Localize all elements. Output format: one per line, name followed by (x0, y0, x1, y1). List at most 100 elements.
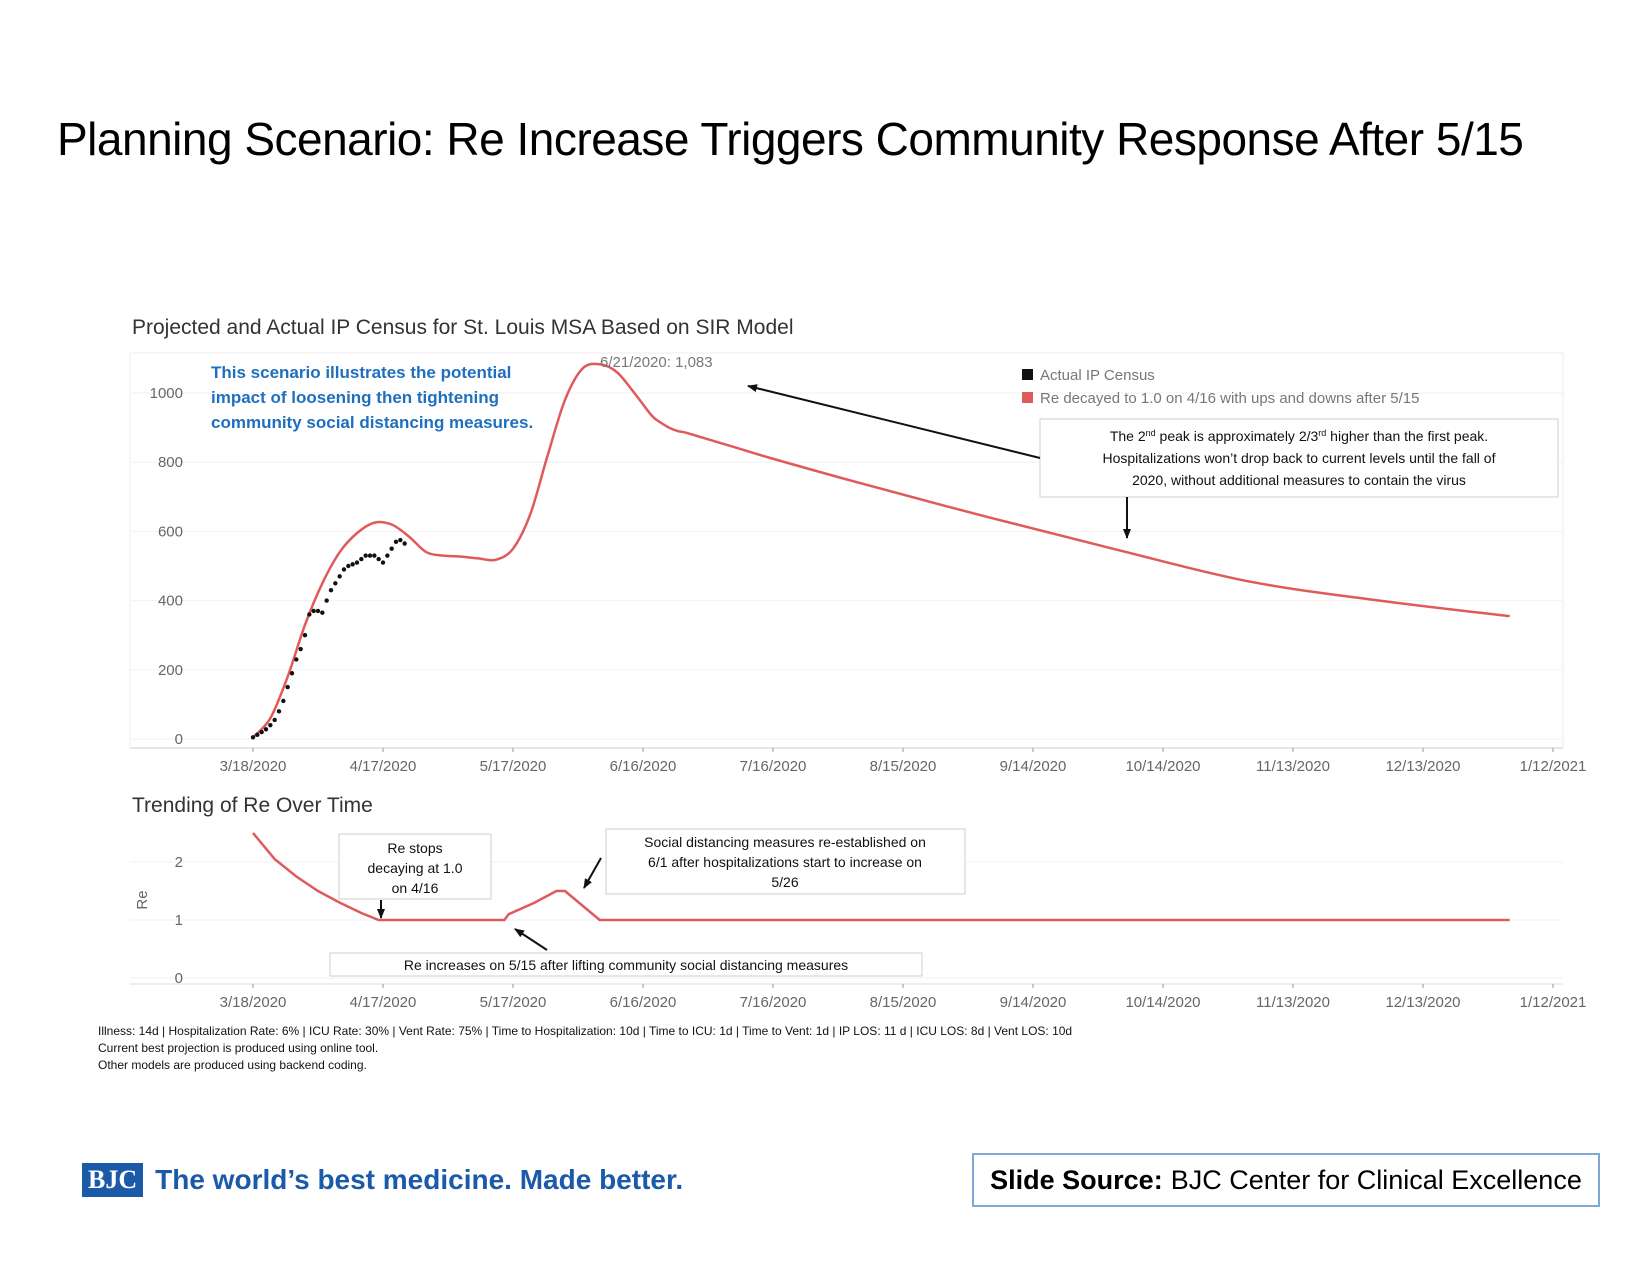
x-tick-label: 5/17/2020 (480, 758, 547, 775)
legend-swatch-actual (1022, 369, 1033, 380)
actual-census-point (307, 612, 312, 617)
actual-census-point (363, 553, 368, 558)
x-tick-label: 11/13/2020 (1256, 994, 1330, 1011)
peak-data-label: 6/21/2020: 1,083 (600, 354, 713, 371)
x-tick-label: 11/13/2020 (1256, 758, 1330, 775)
series-line-projected (252, 362, 1510, 739)
actual-census-point (389, 546, 394, 551)
x-tick-label: 9/14/2020 (1000, 994, 1067, 1011)
actual-census-point (350, 562, 355, 567)
x-tick-label: 12/13/2020 (1385, 758, 1460, 775)
re-stops-line: on 4/16 (392, 880, 439, 896)
x-tick-label: 4/17/2020 (350, 758, 417, 775)
actual-census-point (259, 729, 264, 735)
social-distancing-line: 5/26 (771, 874, 798, 890)
peak-note-fragment: rd (1318, 428, 1326, 438)
footnote-models: Other models are produced using backend … (98, 1058, 367, 1072)
x-tick-label: 7/16/2020 (740, 758, 807, 775)
series-line-re (252, 832, 1510, 922)
tagline: The world’s best medicine. Made better. (155, 1164, 684, 1195)
actual-census-point (341, 567, 347, 572)
y-tick-label: 1 (175, 912, 183, 929)
x-tick-label: 4/17/2020 (350, 994, 417, 1011)
actual-census-point (294, 657, 299, 662)
footnote-parameters: Illness: 14d | Hospitalization Rate: 6% … (98, 1024, 1073, 1038)
social-distancing-arrow (583, 857, 602, 889)
peak-note-fragment: peak is approximately 2/3 (1156, 428, 1319, 444)
x-tick-label: 12/13/2020 (1385, 994, 1460, 1011)
actual-census-point (281, 698, 286, 704)
actual-census-point (380, 560, 386, 565)
social-distancing-line: Social distancing measures re-establishe… (644, 834, 926, 850)
legend-label-projected: Re decayed to 1.0 on 4/16 with ups and d… (1040, 390, 1419, 407)
peak-note-line: 2020, without additional measures to con… (1132, 472, 1466, 488)
x-tick-label: 6/16/2020 (610, 758, 677, 775)
social-distancing-line: 6/1 after hospitalizations start to incr… (648, 854, 922, 870)
ip-census-chart: Projected and Actual IP Census for St. L… (129, 316, 1587, 775)
peak-note-fragment: nd (1146, 428, 1156, 438)
re-increases-box (329, 952, 923, 977)
y-tick-label: 0 (175, 731, 183, 748)
actual-census-point (337, 574, 342, 579)
actual-census-point (359, 556, 364, 562)
actual-census-point (346, 563, 351, 569)
bjc-logo: BJC (82, 1163, 144, 1197)
actual-census-point (376, 556, 381, 562)
bjc-brand: BJC The world’s best medicine. Made bett… (82, 1163, 683, 1197)
x-tick-label: 10/14/2020 (1125, 758, 1200, 775)
source-label: Slide Source: (990, 1164, 1163, 1195)
actual-census-point (289, 671, 295, 676)
re-stops-line: decaying at 1.0 (368, 860, 463, 876)
slide-title-lead: Planning Scenario: (57, 113, 435, 165)
slide-title-rest: Re Increase Triggers Community Response … (434, 113, 1524, 165)
x-tick-label: 1/12/2021 (1520, 758, 1587, 775)
footnote-projection: Current best projection is produced usin… (98, 1041, 379, 1055)
peak-arrow (747, 384, 1041, 459)
actual-census-point (393, 539, 399, 544)
scenario-note-line: This scenario illustrates the potential (211, 363, 511, 382)
y-tick-label: 0 (175, 970, 183, 987)
x-tick-label: 3/18/2020 (220, 994, 287, 1011)
peak-note-fragment: The 2 (1110, 428, 1146, 444)
actual-census-point (372, 553, 377, 558)
chart-title: Trending of Re Over Time (132, 794, 373, 817)
actual-census-point (385, 553, 390, 558)
x-tick-label: 10/14/2020 (1125, 994, 1200, 1011)
x-tick-label: 6/16/2020 (610, 994, 677, 1011)
source-value: BJC Center for Clinical Excellence (1170, 1164, 1582, 1195)
actual-census-point (276, 709, 282, 714)
actual-census-point (272, 717, 277, 723)
actual-census-point (268, 722, 273, 728)
peak-note-fragment: 2020, without additional measures to con… (1132, 472, 1466, 488)
actual-census-point (398, 537, 403, 543)
y-tick-label: 400 (158, 593, 183, 610)
y-tick-label: 2 (175, 854, 183, 871)
y-axis-label: Re (134, 890, 151, 909)
y-tick-label: 800 (158, 454, 183, 471)
re-trend-chart: Trending of Re Over Time 0 1 2 Re 3/18/2020 4/… (130, 794, 1586, 1011)
actual-census-point (324, 598, 329, 603)
scenario-note-line: impact of loosening then tightening (211, 388, 499, 407)
legend-swatch-projected (1022, 392, 1033, 403)
actual-census-point (311, 608, 316, 614)
y-tick-label: 1000 (150, 385, 183, 402)
actual-census-point (315, 608, 321, 614)
actual-census-point (285, 684, 290, 690)
actual-census-point (263, 727, 269, 732)
x-tick-label: 8/15/2020 (870, 994, 937, 1011)
actual-census-point (402, 541, 407, 546)
actual-census-point (328, 588, 334, 593)
re-increases-text: Re increases on 5/15 after lifting commu… (404, 957, 848, 973)
peak-note-line: The 2nd peak is approximately 2/3rd high… (1110, 428, 1488, 444)
x-tick-label: 5/17/2020 (480, 994, 547, 1011)
peak-note-line: Hospitalizations won’t drop back to curr… (1103, 450, 1496, 466)
peak-note-fragment: higher than the first peak. (1326, 428, 1488, 444)
x-tick-label: 7/16/2020 (740, 994, 807, 1011)
actual-census-point (333, 581, 338, 586)
actual-census-point (367, 553, 373, 558)
actual-census-point (298, 646, 303, 652)
peak-note-box (1039, 418, 1559, 498)
actual-census-point (255, 732, 260, 738)
actual-census-point (354, 560, 360, 565)
